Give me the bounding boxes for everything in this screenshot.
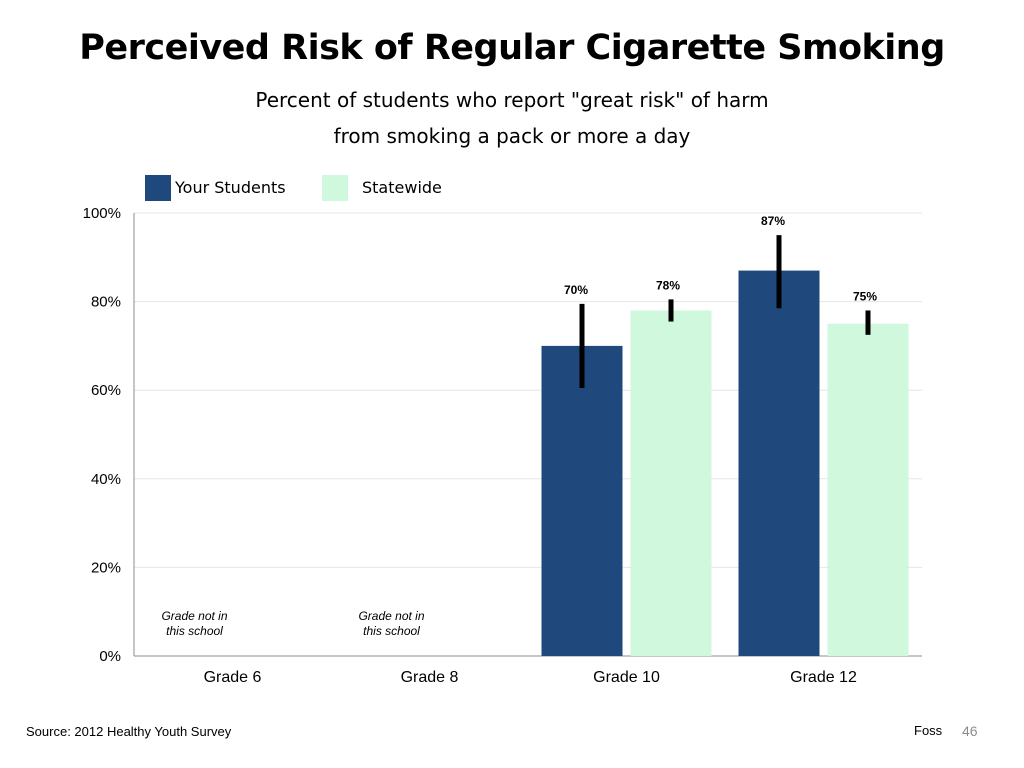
x-tick-label: Grade 10	[593, 669, 660, 686]
y-tick-label: 40%	[91, 471, 121, 488]
data-label: 87%	[761, 214, 785, 228]
slide-subtitle-line-2: from smoking a pack or more a day	[333, 124, 691, 148]
grade-note-line: Grade not in	[161, 609, 227, 623]
legend-swatch-statewide	[322, 175, 348, 201]
legend-label-your-students: Your Students	[175, 178, 286, 197]
slide-title: Perceived Risk of Regular Cigarette Smok…	[79, 28, 945, 68]
y-tick-label: 0%	[99, 648, 121, 665]
source-note: Source: 2012 Healthy Youth Survey	[26, 724, 232, 739]
page-number: 46	[962, 723, 978, 739]
data-label: 75%	[853, 289, 877, 303]
x-tick-label: Grade 12	[790, 669, 857, 686]
author-label: Foss	[914, 723, 943, 738]
legend-swatch-your-students	[145, 175, 171, 201]
bar-your-students	[541, 345, 623, 656]
x-tick-label: Grade 8	[401, 669, 459, 686]
data-label: 70%	[564, 283, 588, 297]
bar-your-students	[738, 270, 820, 656]
legend-label-statewide: Statewide	[362, 178, 442, 197]
data-label: 78%	[656, 278, 680, 292]
slide-subtitle-line-1: Percent of students who report "great ri…	[255, 88, 769, 112]
grade-note-line: Grade not in	[358, 609, 424, 623]
x-tick-label: Grade 6	[204, 669, 262, 686]
grade-note-line: this school	[363, 624, 420, 638]
grade-note-line: this school	[166, 624, 223, 638]
y-tick-label: 20%	[91, 559, 121, 576]
y-tick-label: 80%	[91, 294, 121, 311]
y-tick-label: 100%	[83, 205, 121, 222]
y-tick-label: 60%	[91, 382, 121, 399]
bar-statewide	[827, 323, 909, 656]
bar-statewide	[630, 310, 712, 656]
